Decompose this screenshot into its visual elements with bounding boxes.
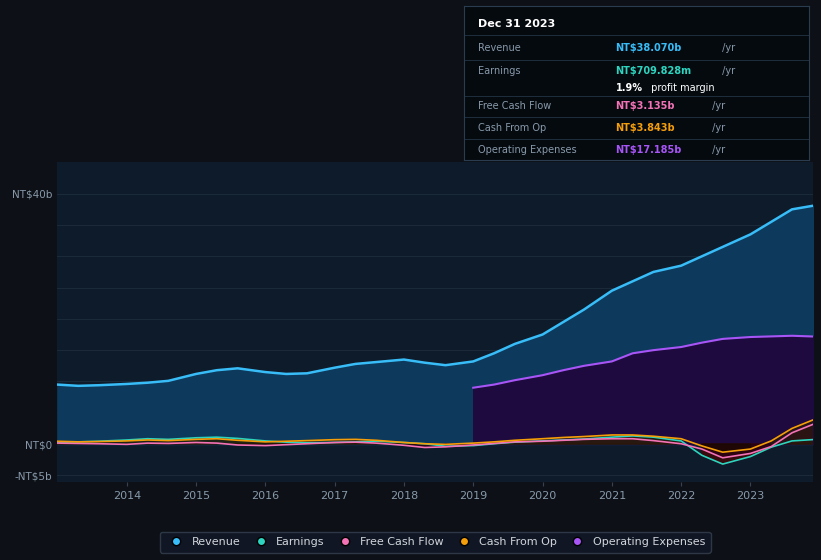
Text: Cash From Op: Cash From Op [478, 123, 546, 133]
Text: /yr: /yr [709, 123, 725, 133]
Text: NT$38.070b: NT$38.070b [616, 43, 682, 53]
Text: Operating Expenses: Operating Expenses [478, 144, 576, 155]
Text: 1.9%: 1.9% [616, 83, 643, 93]
Text: /yr: /yr [709, 144, 725, 155]
Text: Earnings: Earnings [478, 66, 521, 76]
Text: NT$3.843b: NT$3.843b [616, 123, 675, 133]
Text: Revenue: Revenue [478, 43, 521, 53]
Text: profit margin: profit margin [649, 83, 715, 93]
Text: Dec 31 2023: Dec 31 2023 [478, 19, 555, 29]
Text: /yr: /yr [719, 43, 735, 53]
Legend: Revenue, Earnings, Free Cash Flow, Cash From Op, Operating Expenses: Revenue, Earnings, Free Cash Flow, Cash … [159, 531, 711, 553]
Text: /yr: /yr [709, 101, 725, 111]
Text: /yr: /yr [719, 66, 735, 76]
Text: NT$17.185b: NT$17.185b [616, 144, 682, 155]
Text: NT$3.135b: NT$3.135b [616, 101, 675, 111]
Text: Free Cash Flow: Free Cash Flow [478, 101, 551, 111]
Text: NT$709.828m: NT$709.828m [616, 66, 692, 76]
